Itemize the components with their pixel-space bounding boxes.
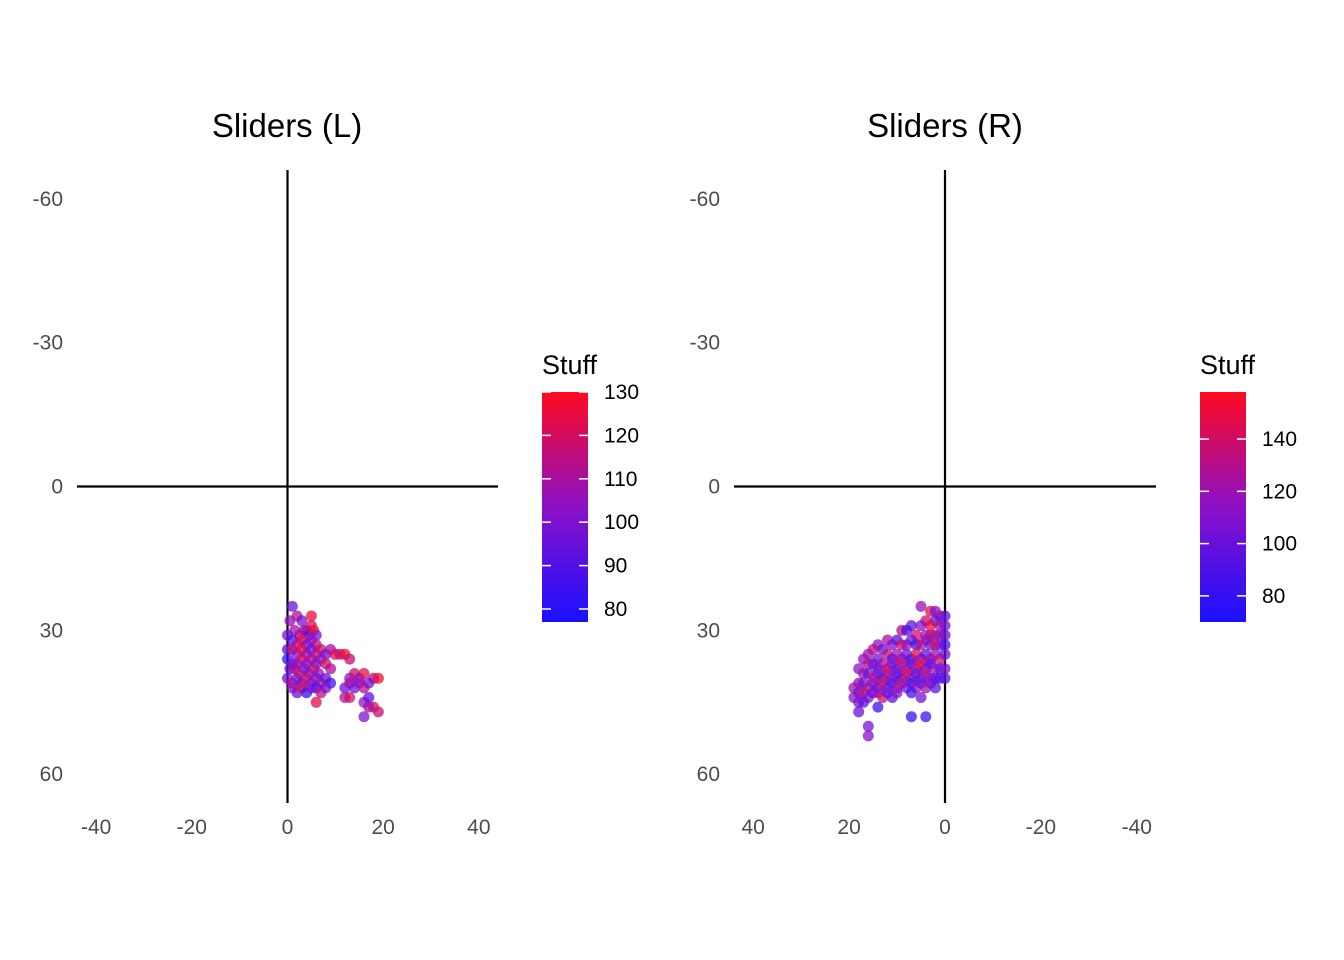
panel-sliders-left: Sliders (L) -60 -30 0 30 60 -40 -20 0 20 40 Stuff 80…: [33, 107, 639, 839]
colorbar: [1200, 392, 1246, 622]
scatter-point: [872, 701, 884, 713]
scatter-point: [939, 672, 951, 684]
scatter-point: [310, 696, 322, 708]
scatter-point: [296, 615, 308, 627]
y-tick-label: -30: [690, 332, 720, 355]
scatter-point: [320, 682, 332, 694]
x-tick-label: -40: [81, 816, 111, 839]
scatter-point: [363, 692, 375, 703]
colorbar-tick-label: 120: [604, 424, 639, 447]
colorbar-tick-label: 80: [1262, 585, 1285, 608]
scatter-point: [905, 687, 917, 699]
chart-title: Sliders (L): [212, 107, 362, 144]
y-tick-label: 0: [708, 476, 720, 499]
legend-title: Stuff: [542, 350, 598, 380]
x-tick-label: 0: [939, 816, 951, 839]
chart-title: Sliders (R): [867, 107, 1023, 144]
x-tick-label: 40: [467, 816, 490, 839]
colorbar-tick-label: 80: [604, 598, 627, 621]
colorbar: [542, 392, 588, 622]
scatter-point: [372, 672, 384, 684]
scatter-point: [939, 610, 951, 622]
x-tick-label: -20: [1026, 816, 1056, 839]
x-tick-label: 40: [742, 816, 765, 839]
colorbar-tick-label: 100: [1262, 533, 1297, 556]
y-tick-label: 30: [697, 619, 720, 642]
scatter-point: [939, 663, 951, 675]
scatter-point: [915, 692, 927, 703]
x-tick-label: -40: [1122, 816, 1152, 839]
legend-title: Stuff: [1200, 350, 1256, 380]
scatter-point: [862, 730, 874, 742]
x-tick-label: 20: [372, 816, 395, 839]
scatter-point: [901, 624, 913, 636]
scatter-point: [929, 682, 941, 694]
scatter-point: [891, 687, 903, 699]
x-tick-label: -20: [177, 816, 207, 839]
colorbar-tick-label: 110: [604, 468, 637, 491]
scatter-point: [915, 600, 927, 612]
scatter-point: [344, 692, 356, 703]
y-tick-label: 60: [697, 763, 720, 786]
y-tick-label: 30: [40, 619, 63, 642]
colorbar-tick-label: 130: [604, 381, 639, 404]
scatter-point: [920, 711, 932, 723]
colorbar-tick-label: 100: [604, 511, 639, 534]
scatter-point: [915, 620, 927, 632]
scatter-point: [363, 701, 375, 713]
scatter-point: [905, 711, 917, 723]
scatter-point: [925, 620, 937, 632]
scatter-point: [305, 610, 317, 622]
scatter-point: [939, 648, 951, 660]
scatter-point: [372, 706, 384, 718]
scatter-points: [848, 600, 951, 742]
scatter-point: [358, 711, 370, 723]
scatter-point: [286, 600, 298, 612]
scatter-point: [363, 677, 375, 689]
x-tick-label: 20: [837, 816, 860, 839]
panel-sliders-right: Sliders (R) -60 -30 0 30 60 40 20 0 -20 -40 Stuff 80…: [690, 107, 1297, 839]
colorbar-tick-label: 140: [1262, 428, 1297, 451]
scatter-point: [344, 653, 356, 665]
y-tick-label: -60: [690, 188, 720, 211]
scatter-point: [325, 663, 337, 675]
scatter-point: [939, 629, 951, 641]
scatter-point: [939, 639, 951, 651]
y-tick-label: 60: [40, 763, 63, 786]
scatter-point: [358, 668, 370, 679]
x-tick-label: 0: [282, 816, 294, 839]
scatter-point: [939, 620, 951, 632]
scatter-point: [858, 696, 869, 708]
scatter-point: [862, 720, 874, 732]
y-tick-label: -60: [33, 188, 63, 211]
colorbar-tick-label: 90: [604, 555, 627, 578]
y-tick-label: 0: [51, 476, 63, 499]
colorbar-tick-label: 120: [1262, 480, 1297, 503]
scatter-point: [853, 706, 865, 718]
y-tick-label: -30: [33, 332, 63, 355]
scatter-points: [282, 600, 384, 723]
